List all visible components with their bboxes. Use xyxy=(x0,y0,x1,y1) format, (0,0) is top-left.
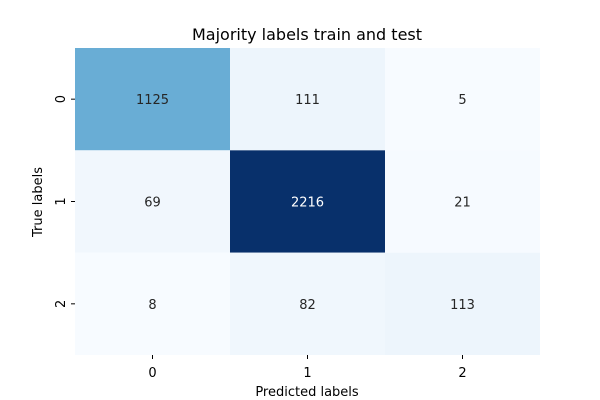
y-axis-label: True labels xyxy=(31,167,46,238)
heatmap-cell-r2-c0 xyxy=(75,252,230,355)
heatmap-cell-r2-c2 xyxy=(385,252,540,355)
cell-value-r0-c2: 5 xyxy=(458,93,466,108)
y-tick-label-1: 1 xyxy=(54,197,69,205)
heatmap-cell-r1-c1 xyxy=(230,150,385,253)
heatmap-cell-r0-c1 xyxy=(230,48,385,151)
x-tick-label-2: 2 xyxy=(458,366,466,381)
cell-value-r2-c1: 82 xyxy=(299,298,316,313)
heatmap-cell-r0-c2 xyxy=(385,48,540,151)
heatmap-cell-r1-c0 xyxy=(75,150,230,253)
x-tick-label-0: 0 xyxy=(148,366,156,381)
heatmap-cell-r0-c0 xyxy=(75,48,230,151)
cell-value-r1-c2: 21 xyxy=(454,196,471,211)
y-axis-ticks: 0 1 2 xyxy=(54,95,75,308)
chart-title: Majority labels train and test xyxy=(192,25,422,44)
heatmap-cells: 1125 111 5 69 2216 21 8 82 113 xyxy=(75,48,540,355)
y-tick-label-2: 2 xyxy=(54,300,69,308)
x-axis-ticks: 0 1 2 xyxy=(148,355,467,381)
heatmap-cell-r2-c1 xyxy=(230,252,385,355)
cell-value-r1-c1: 2216 xyxy=(291,196,324,211)
y-tick-label-0: 0 xyxy=(54,95,69,103)
cell-value-r0-c1: 111 xyxy=(295,93,320,108)
cell-value-r2-c0: 8 xyxy=(148,298,156,313)
heatmap-cell-r1-c2 xyxy=(385,150,540,253)
cell-value-r1-c0: 69 xyxy=(144,196,161,211)
x-axis-label: Predicted labels xyxy=(255,385,359,400)
cell-value-r2-c2: 113 xyxy=(450,298,475,313)
cell-value-r0-c0: 1125 xyxy=(136,93,169,108)
x-tick-label-1: 1 xyxy=(303,366,311,381)
